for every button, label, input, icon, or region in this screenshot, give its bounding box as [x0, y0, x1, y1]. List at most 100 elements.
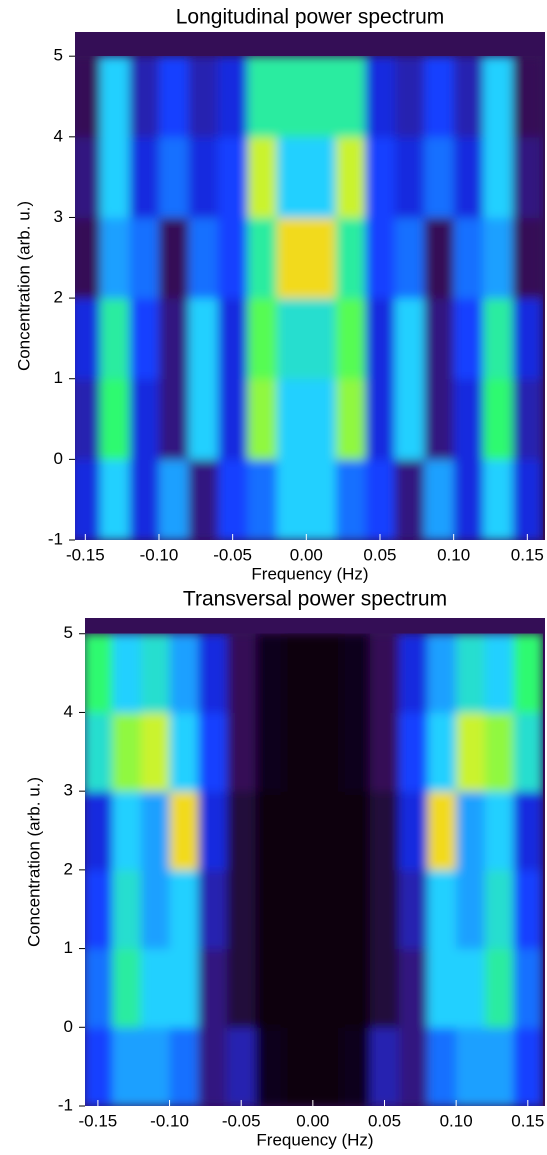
heatmap-cell: [112, 712, 142, 792]
heatmap-cell: [335, 459, 366, 540]
heatmap-cell: [158, 217, 189, 299]
heatmap-cell: [140, 948, 171, 1028]
heatmap-cell: [370, 1027, 400, 1106]
heatmap-cell: [365, 56, 396, 138]
heatmap-cell: [394, 56, 425, 138]
heatmap-cell: [247, 217, 278, 299]
y-axis-label: Concentration (arb. u.): [14, 201, 33, 371]
heatmap-cell: [247, 298, 278, 380]
heatmap-cell: [85, 791, 113, 871]
heatmap-cell: [217, 217, 248, 299]
heatmap: [75, 56, 543, 540]
heatmap-cell: [85, 1027, 113, 1106]
heatmap-cell: [456, 948, 486, 1028]
heatmap-cell: [456, 1027, 486, 1106]
heatmap-cell: [169, 633, 199, 713]
heatmap-cell: [484, 869, 514, 950]
heatmap-cell: [276, 378, 307, 460]
heatmap-cell: [284, 1027, 314, 1106]
heatmap-cell: [306, 298, 337, 380]
heatmap-cell: [484, 712, 514, 792]
heatmap-cell: [456, 712, 486, 792]
heatmap-cell: [453, 56, 484, 138]
heatmap-cell: [226, 633, 257, 713]
x-tick-label: 0.05: [363, 545, 396, 564]
heatmap-cell: [370, 712, 400, 792]
heatmap-cell: [129, 378, 160, 460]
heatmap-cell: [140, 791, 171, 871]
heatmap-cell: [513, 948, 543, 1028]
heatmap-cell: [394, 217, 425, 299]
heatmap-cell: [226, 1027, 257, 1106]
chart-title: Longitudinal power spectrum: [176, 6, 445, 29]
heatmap-cell: [512, 298, 543, 380]
heatmap-cell: [365, 136, 396, 218]
heatmap-cell: [75, 298, 101, 380]
heatmap-cell: [247, 136, 278, 218]
heatmap-cell: [312, 791, 343, 871]
heatmap-cell: [394, 136, 425, 218]
heatmap-cell: [129, 217, 160, 299]
heatmap-cell: [513, 633, 543, 713]
heatmap-cell: [365, 298, 396, 380]
heatmap-cell: [427, 948, 457, 1028]
heatmap-cell: [140, 633, 171, 713]
heatmap-cell: [341, 869, 371, 950]
heatmap-cell: [312, 1027, 343, 1106]
heatmap-cell: [100, 136, 131, 218]
x-tick-label: -0.15: [79, 1111, 118, 1130]
heatmap-cell: [217, 378, 248, 460]
heatmap-cell: [188, 136, 219, 218]
heatmap-cell: [484, 791, 514, 871]
heatmap-cell: [112, 869, 142, 950]
heatmap-cell: [453, 459, 484, 540]
heatmap: [85, 633, 543, 1106]
heatmap-cell: [100, 459, 131, 540]
heatmap-cell: [284, 633, 314, 713]
heatmap-cell: [398, 633, 428, 713]
heatmap-cell: [398, 869, 428, 950]
y-tick-label: 4: [64, 702, 73, 721]
heatmap-cell: [217, 459, 248, 540]
heatmap-cell: [112, 791, 142, 871]
heatmap-cell: [424, 298, 455, 380]
heatmap-cell: [85, 712, 113, 792]
heatmap-cell: [483, 136, 514, 218]
heatmap-cell: [100, 217, 131, 299]
heatmap-cell: [255, 948, 285, 1028]
heatmap-cell: [85, 948, 113, 1028]
heatmap-cell: [276, 298, 307, 380]
heatmap-cell: [341, 1027, 371, 1106]
heatmap-cell: [306, 459, 337, 540]
heatmap-cell: [217, 56, 248, 138]
heatmap-cell: [284, 791, 314, 871]
heatmap-cell: [100, 56, 131, 138]
heatmap-cell: [512, 217, 543, 299]
y-tick-label: 1: [54, 368, 63, 387]
heatmap-cell: [226, 869, 257, 950]
heatmap-cell: [394, 378, 425, 460]
heatmap-cell: [365, 217, 396, 299]
x-tick-label: -0.10: [150, 1111, 189, 1130]
heatmap-cell: [453, 378, 484, 460]
heatmap-cell: [483, 217, 514, 299]
y-tick-label: 1: [64, 938, 73, 957]
x-tick-label: -0.05: [213, 545, 252, 564]
heatmap-cell: [188, 378, 219, 460]
heatmap-cell: [512, 56, 543, 138]
heatmap-cell: [284, 712, 314, 792]
heatmap-cell: [398, 712, 428, 792]
heatmap-cell: [255, 791, 285, 871]
heatmap-cell: [483, 298, 514, 380]
heatmap-cell: [140, 712, 171, 792]
heatmap-cell: [335, 217, 366, 299]
x-tick-label: 0.10: [437, 545, 470, 564]
heatmap-cell: [484, 948, 514, 1028]
heatmap-cell: [335, 298, 366, 380]
heatmap-cell: [427, 869, 457, 950]
y-tick-label: 5: [64, 623, 73, 642]
heatmap-cell: [424, 217, 455, 299]
x-tick-label: -0.10: [140, 545, 179, 564]
heatmap-cell: [75, 56, 101, 138]
